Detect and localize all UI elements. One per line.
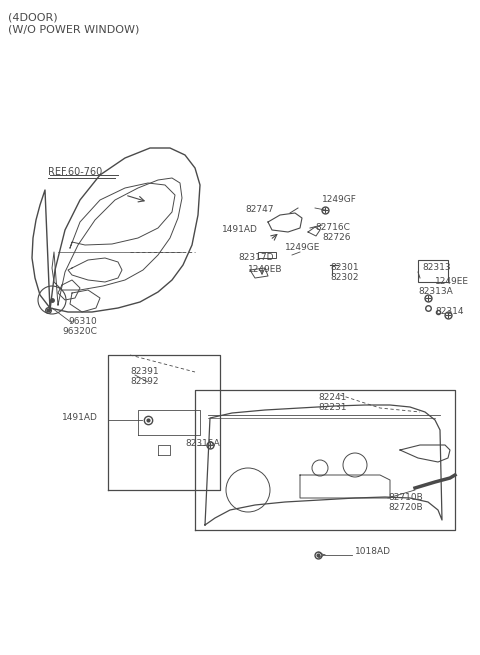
Text: 1249EE: 1249EE <box>435 278 469 286</box>
Text: 82231: 82231 <box>318 403 347 413</box>
Text: 82317D: 82317D <box>238 253 274 263</box>
Text: 82302: 82302 <box>330 274 359 282</box>
Text: 82747: 82747 <box>245 206 274 214</box>
Text: 1249GE: 1249GE <box>285 244 320 252</box>
Text: 82301: 82301 <box>330 263 359 272</box>
Text: 82315A: 82315A <box>185 438 220 447</box>
Text: 82313: 82313 <box>422 263 451 272</box>
Text: 82716C: 82716C <box>315 223 350 233</box>
Text: 1249GF: 1249GF <box>322 195 357 204</box>
Text: 82720B: 82720B <box>388 504 422 512</box>
Text: 82726: 82726 <box>322 233 350 242</box>
Text: 1249EB: 1249EB <box>248 265 283 274</box>
Text: 82710B: 82710B <box>388 493 423 502</box>
Text: REF.60-760: REF.60-760 <box>48 167 102 177</box>
Text: 82314: 82314 <box>435 307 464 316</box>
Text: 1491AD: 1491AD <box>222 225 258 234</box>
Bar <box>418 260 448 282</box>
Text: 82313A: 82313A <box>418 288 453 297</box>
Text: 1491AD: 1491AD <box>62 413 98 422</box>
Text: 96310: 96310 <box>68 318 97 326</box>
Text: 82392: 82392 <box>130 377 158 386</box>
Text: (W/O POWER WINDOW): (W/O POWER WINDOW) <box>8 24 139 34</box>
Text: 1018AD: 1018AD <box>355 548 391 557</box>
Bar <box>258 252 276 258</box>
Text: (4DOOR): (4DOOR) <box>8 12 58 22</box>
Text: 96320C: 96320C <box>62 328 97 337</box>
Text: 82391: 82391 <box>130 367 158 377</box>
Text: 82241: 82241 <box>318 394 347 403</box>
